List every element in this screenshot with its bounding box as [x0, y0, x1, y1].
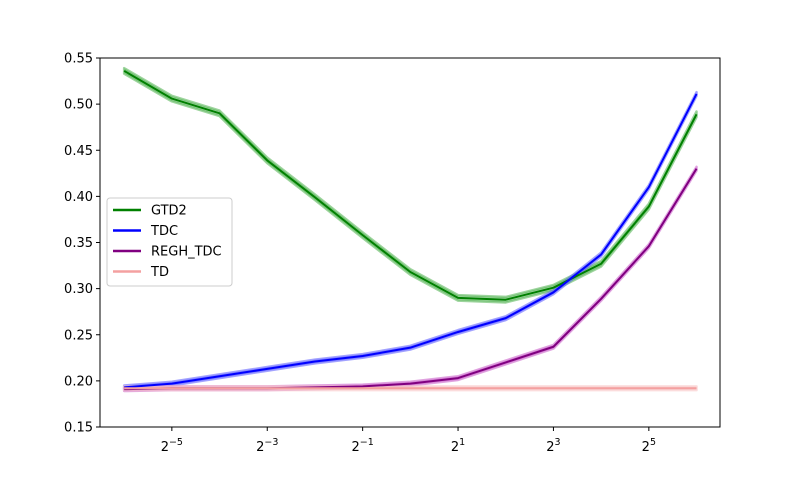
y-tick-label: 0.45	[64, 144, 93, 159]
y-tick-label: 0.55	[64, 52, 93, 67]
y-axis: 0.15 0.20 0.25 0.30 0.35 0.40 0.45 0.50 0.55	[64, 52, 100, 436]
series-line-tdc	[124, 93, 698, 389]
legend-label: TD	[150, 265, 169, 280]
y-tick-label: 0.25	[64, 328, 93, 343]
x-tick-label: 23	[546, 437, 560, 455]
legend-box	[106, 197, 233, 287]
y-tick-label: 0.40	[64, 190, 93, 205]
legend: GTD2 TDC REGH_TDC TD	[106, 197, 233, 287]
band-gtd2	[122, 66, 698, 304]
series-lines	[123, 70, 698, 391]
x-axis: 2−5 2−3 2−1 21 23 25	[161, 427, 656, 455]
y-tick-label: 0.20	[64, 374, 93, 389]
legend-label: REGH_TDC	[151, 245, 222, 260]
x-tick-label: 2−5	[161, 437, 183, 455]
x-tick-label: 2−1	[351, 437, 373, 455]
series-line-gtd2	[123, 70, 698, 301]
y-tick-label: 0.30	[64, 282, 93, 297]
legend-label: GTD2	[151, 204, 187, 219]
y-tick-label: 0.35	[64, 236, 93, 251]
x-tick-label: 25	[642, 437, 656, 455]
y-tick-label: 0.15	[64, 421, 93, 436]
x-tick-label: 21	[451, 437, 465, 455]
legend-label: TDC	[150, 224, 178, 239]
y-tick-label: 0.50	[64, 98, 93, 113]
x-tick-label: 2−3	[256, 437, 278, 455]
